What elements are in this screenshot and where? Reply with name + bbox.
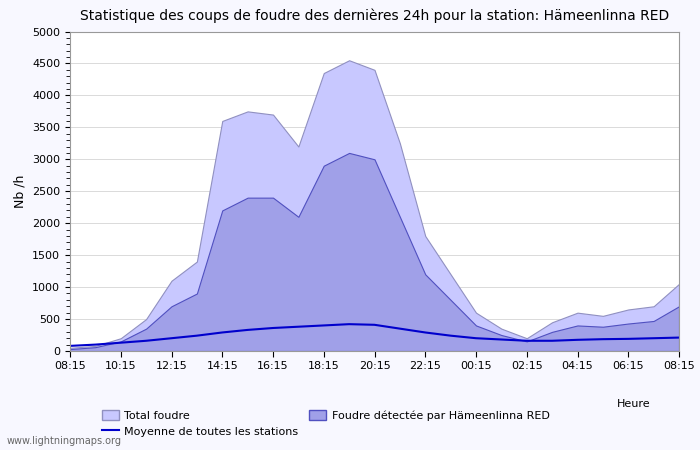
Y-axis label: Nb /h: Nb /h — [13, 175, 27, 208]
Text: Heure: Heure — [617, 399, 651, 409]
Title: Statistique des coups de foudre des dernières 24h pour la station: Hämeenlinna R: Statistique des coups de foudre des dern… — [80, 9, 669, 23]
Legend: Total foudre, Moyenne de toutes les stations, Foudre détectée par Hämeenlinna RE: Total foudre, Moyenne de toutes les stat… — [97, 405, 554, 441]
Text: www.lightningmaps.org: www.lightningmaps.org — [7, 436, 122, 446]
